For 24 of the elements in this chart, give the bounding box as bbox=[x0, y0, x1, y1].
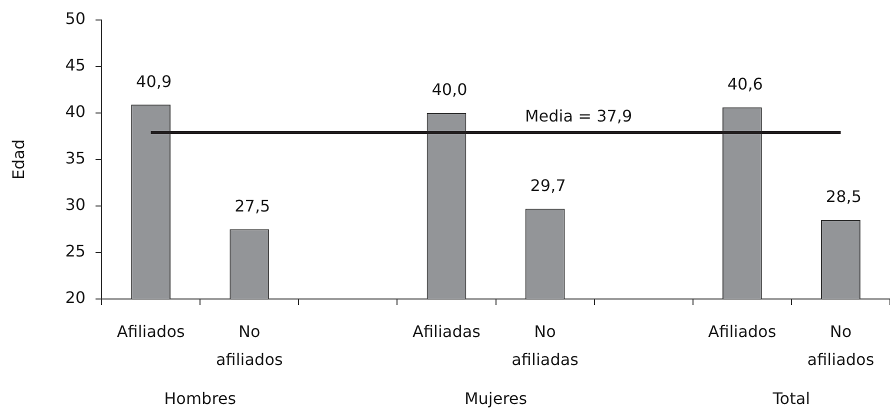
text: Total bbox=[772, 389, 810, 408]
y-tick-label: 20 bbox=[65, 288, 86, 308]
y-tick-label: 35 bbox=[65, 148, 86, 168]
x-tick-label: No afiliadas bbox=[512, 322, 578, 370]
data-label: 40,9 bbox=[136, 72, 172, 91]
y-tick-label: 40 bbox=[65, 102, 86, 122]
x-tick-label: No afiliados bbox=[807, 322, 874, 370]
x-tick-label: Afiliados bbox=[116, 322, 185, 342]
y-tick-label: 30 bbox=[65, 195, 86, 214]
x-tick-label: No afiliados bbox=[216, 322, 283, 370]
y-tick-label: 25 bbox=[65, 242, 86, 261]
y-axis-title: Edad bbox=[8, 139, 28, 180]
data-label: 40,6 bbox=[727, 74, 763, 94]
text: Hombres bbox=[164, 389, 236, 408]
y-tick-label: 45 bbox=[65, 56, 86, 75]
data-label: 27,5 bbox=[234, 196, 270, 216]
data-label: 28,5 bbox=[826, 187, 862, 206]
x-tick-label: Afiliadas bbox=[412, 322, 481, 342]
data-label: 29,7 bbox=[530, 176, 566, 195]
data-label: 40,0 bbox=[432, 80, 468, 100]
y-tick-label: 50 bbox=[65, 9, 86, 28]
text: Mujeres bbox=[464, 389, 528, 408]
x-tick-label: Afiliados bbox=[708, 322, 776, 342]
ref-line-label: Media = 37,9 bbox=[524, 106, 632, 126]
